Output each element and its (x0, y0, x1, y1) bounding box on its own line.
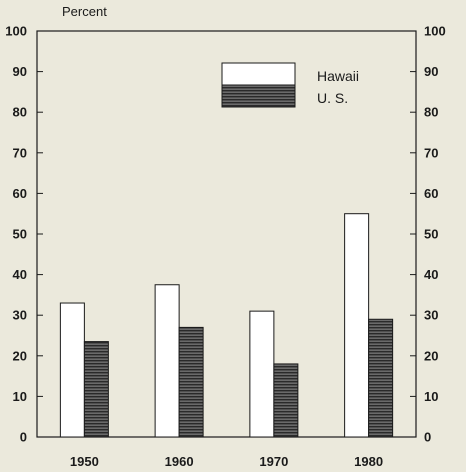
legend-swatch-us (221, 84, 296, 108)
bar-hawaii-1950 (59, 302, 85, 438)
bar-us-1950 (83, 341, 109, 438)
x-tick-label: 1950 (70, 454, 99, 469)
y-tick-label-right: 90 (424, 64, 438, 79)
x-tick-label: 1980 (354, 454, 383, 469)
y-tick-label-left: 40 (13, 267, 27, 282)
y-tick-label-right: 70 (424, 145, 438, 160)
y-ticks-left: 0 10 20 30 40 50 60 70 80 90 100 (5, 24, 43, 445)
legend-label-hawaii: Hawaii (317, 68, 359, 84)
y-tick-label-left: 80 (13, 105, 27, 120)
x-tick-label: 1970 (259, 454, 288, 469)
y-tick-label-right: 100 (424, 24, 446, 39)
y-tick-label-left: 10 (13, 389, 27, 404)
y-tick-label-left: 20 (13, 348, 27, 363)
y-tick-label-left: 0 (20, 430, 27, 445)
bar-us-1960 (178, 326, 204, 438)
legend-label-us: U. S. (317, 90, 348, 106)
y-tick-label-left: 30 (13, 308, 27, 323)
legend: Hawaii U. S. (221, 62, 359, 108)
bar-hawaii-1980 (344, 213, 370, 438)
y-tick-label-left: 90 (13, 64, 27, 79)
bar-hawaii-1970 (249, 310, 275, 438)
bar-hawaii-1960 (154, 284, 180, 438)
y-tick-label-right: 30 (424, 308, 438, 323)
y-tick-label-left: 70 (13, 145, 27, 160)
y-tick-label-right: 60 (424, 186, 438, 201)
legend-swatch-hawaii (221, 62, 296, 86)
category-labels: 1950 1960 1970 1980 (70, 454, 383, 469)
y-tick-label-right: 80 (424, 105, 438, 120)
bar-us-1970 (273, 363, 299, 438)
y-tick-label-left: 50 (13, 227, 27, 242)
y-tick-label-right: 40 (424, 267, 438, 282)
bars (59, 213, 394, 438)
y-tick-label-left: 60 (13, 186, 27, 201)
y-tick-label-right: 20 (424, 348, 438, 363)
y-axis-label: Percent (62, 4, 107, 19)
x-tick-label: 1960 (165, 454, 194, 469)
y-tick-label-left: 100 (5, 24, 27, 39)
bar-us-1980 (368, 318, 394, 438)
y-ticks-right: 0 10 20 30 40 50 60 70 80 90 100 (410, 24, 446, 445)
y-tick-label-right: 10 (424, 389, 438, 404)
y-tick-label-right: 0 (424, 430, 431, 445)
y-tick-label-right: 50 (424, 227, 438, 242)
